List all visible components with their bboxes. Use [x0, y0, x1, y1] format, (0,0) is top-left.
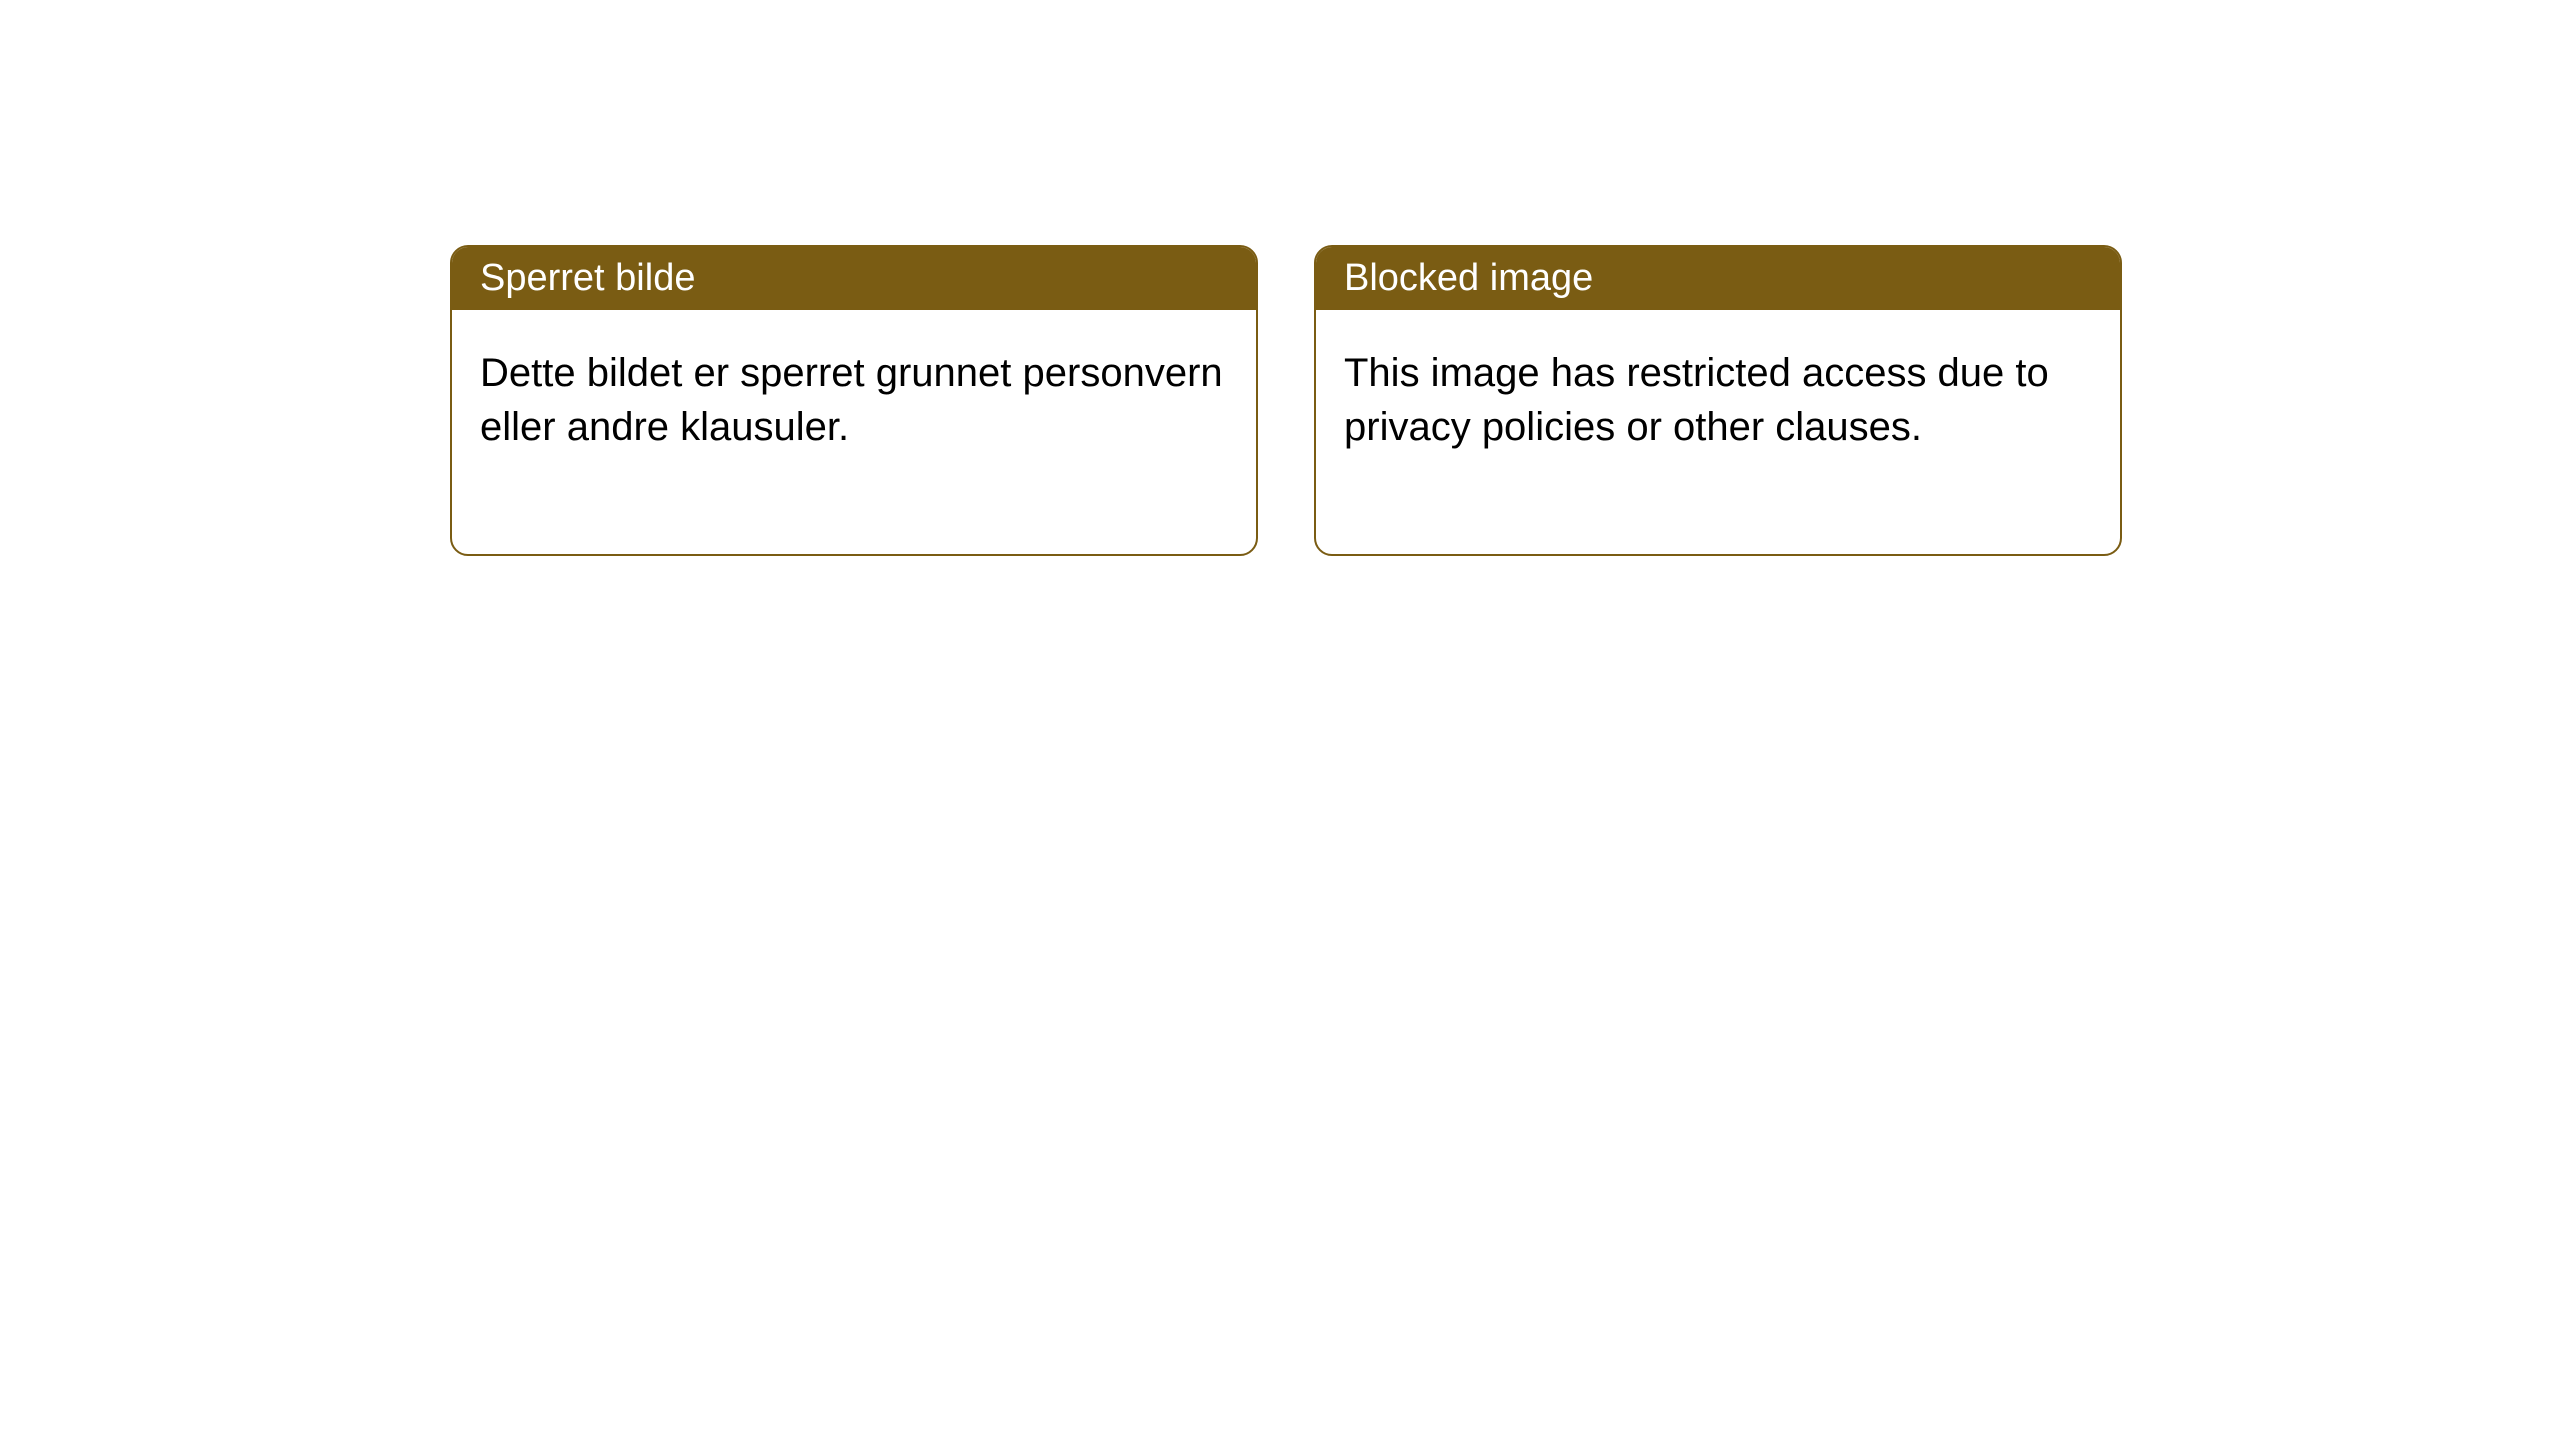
- notice-card-header-nb: Sperret bilde: [452, 247, 1256, 310]
- notice-card-body-nb: Dette bildet er sperret grunnet personve…: [452, 310, 1256, 554]
- notice-title-en: Blocked image: [1344, 257, 1593, 299]
- notice-title-nb: Sperret bilde: [480, 257, 695, 299]
- notice-body-text-en: This image has restricted access due to …: [1344, 351, 2049, 449]
- notice-body-text-nb: Dette bildet er sperret grunnet personve…: [480, 351, 1223, 449]
- notice-container: Sperret bilde Dette bildet er sperret gr…: [0, 0, 2560, 556]
- notice-card-en: Blocked image This image has restricted …: [1314, 245, 2122, 556]
- notice-card-header-en: Blocked image: [1316, 247, 2120, 310]
- notice-card-body-en: This image has restricted access due to …: [1316, 310, 2120, 554]
- notice-card-nb: Sperret bilde Dette bildet er sperret gr…: [450, 245, 1258, 556]
